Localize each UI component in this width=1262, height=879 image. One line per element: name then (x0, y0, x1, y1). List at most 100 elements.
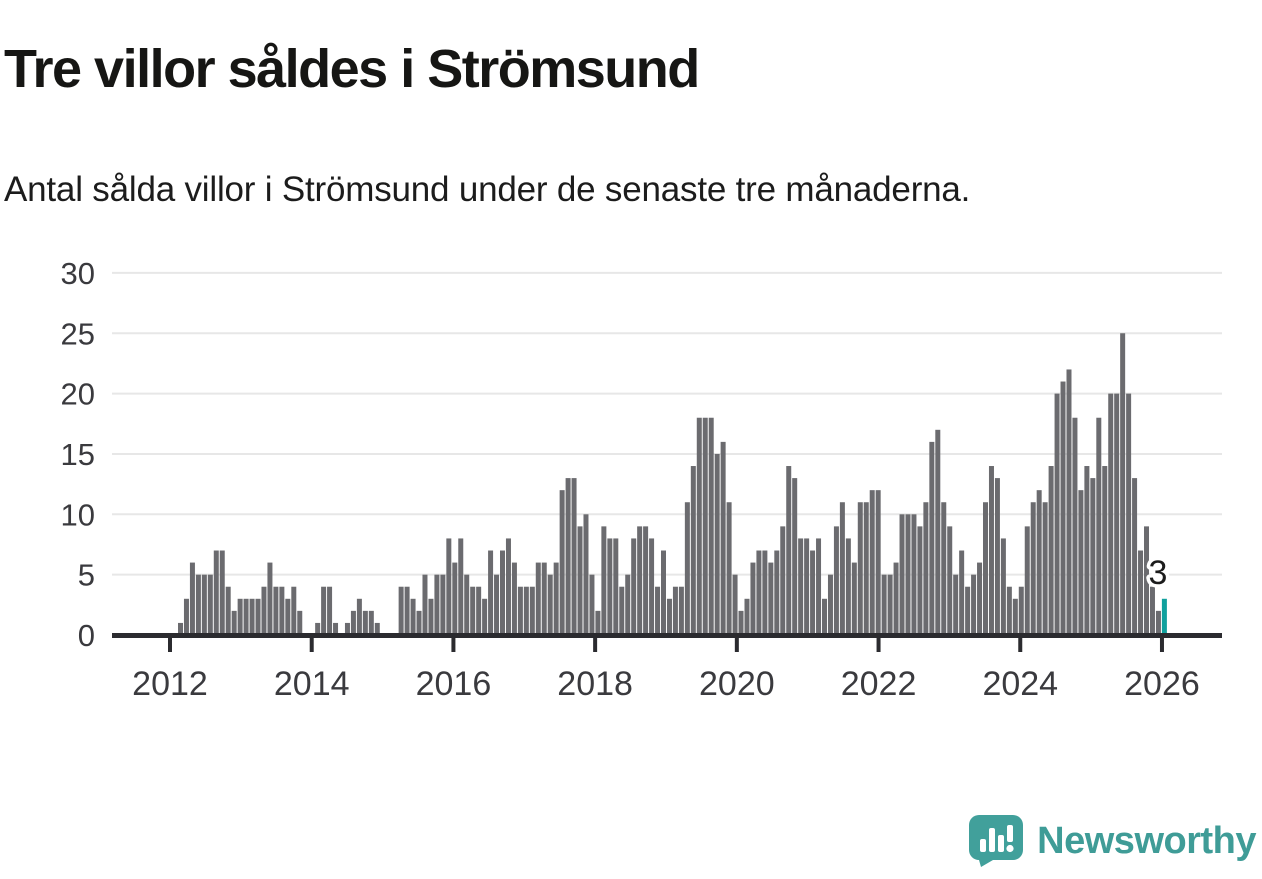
bar (398, 586, 404, 635)
bar (410, 598, 416, 635)
bar (529, 586, 535, 635)
bar (482, 598, 488, 635)
bar (917, 526, 923, 635)
x-tick-label: 2018 (557, 665, 633, 703)
bar (983, 502, 988, 635)
x-axis-line (112, 633, 1222, 638)
bar (547, 574, 553, 635)
bar (929, 441, 935, 635)
bar (541, 562, 547, 635)
bar (977, 562, 983, 635)
bar (911, 514, 917, 635)
bar (321, 586, 327, 635)
bar (720, 441, 726, 635)
bar (1096, 417, 1102, 635)
bar (816, 538, 822, 635)
bar (488, 550, 494, 635)
x-tick-label: 2020 (699, 665, 775, 703)
bar (500, 550, 505, 635)
y-tick-label: 25 (61, 316, 95, 351)
bar (738, 610, 744, 635)
bar (1000, 538, 1006, 635)
bar (494, 574, 500, 635)
bar (1084, 466, 1090, 635)
bar (267, 562, 273, 635)
bar (505, 538, 511, 635)
bar (696, 417, 702, 635)
bar (237, 598, 243, 635)
bar (255, 598, 261, 635)
newsworthy-logo: Newsworthy (969, 815, 1256, 867)
bar (1090, 478, 1096, 635)
bar (279, 586, 285, 635)
bar (571, 478, 577, 635)
bar (183, 598, 189, 635)
bar (315, 622, 321, 635)
bar (595, 610, 601, 635)
bar (1054, 393, 1060, 635)
bar (452, 562, 458, 635)
bar (273, 586, 279, 635)
bar (833, 526, 839, 635)
bar (988, 466, 994, 635)
bar (643, 526, 649, 635)
bar (178, 622, 183, 635)
bar (869, 490, 875, 635)
bar (899, 514, 905, 635)
bar (201, 574, 207, 635)
bar (965, 586, 971, 635)
bar (553, 562, 559, 635)
bar (559, 490, 565, 635)
bar (875, 490, 881, 635)
bar (780, 526, 786, 635)
bar (1144, 526, 1150, 635)
y-tick-label: 5 (78, 558, 95, 593)
x-axis-tick (451, 638, 456, 652)
bar (225, 586, 231, 635)
bar (231, 610, 237, 635)
bar (344, 622, 350, 635)
bar (297, 610, 303, 635)
x-axis-tick (1159, 638, 1164, 652)
bar (1126, 393, 1132, 635)
x-tick-label: 2016 (416, 665, 492, 703)
bar (1042, 502, 1048, 635)
bar (1155, 610, 1161, 635)
bar (1012, 598, 1018, 635)
bar (327, 586, 333, 635)
bar (583, 514, 589, 635)
x-tick-label: 2022 (841, 665, 917, 703)
x-axis-tick (876, 638, 881, 652)
bar (464, 574, 470, 635)
bar (285, 598, 291, 635)
bar (1078, 490, 1084, 635)
bar (613, 538, 619, 635)
bar (565, 478, 571, 635)
bar (1024, 526, 1030, 635)
newsworthy-chart-bubble-icon (969, 815, 1024, 867)
bar (792, 478, 798, 635)
bar (1114, 393, 1120, 635)
bar (601, 526, 607, 635)
bar (786, 466, 792, 635)
bar (1048, 466, 1054, 635)
bar (1108, 393, 1114, 635)
bar (213, 550, 219, 635)
bar (523, 586, 529, 635)
bar (1036, 490, 1042, 635)
bar (684, 502, 690, 635)
bar (690, 466, 696, 635)
bar (959, 550, 965, 635)
x-tick-label: 2026 (1124, 665, 1200, 703)
bar (744, 598, 750, 635)
highlight-value-label: 3 (1149, 554, 1168, 592)
bar (810, 550, 816, 635)
bar (631, 538, 637, 635)
bar (923, 502, 929, 635)
bar (219, 550, 225, 635)
highlight-bar (1161, 598, 1167, 635)
bar (1030, 502, 1036, 635)
bar (649, 538, 655, 635)
bar (1132, 478, 1138, 635)
bar (416, 610, 422, 635)
